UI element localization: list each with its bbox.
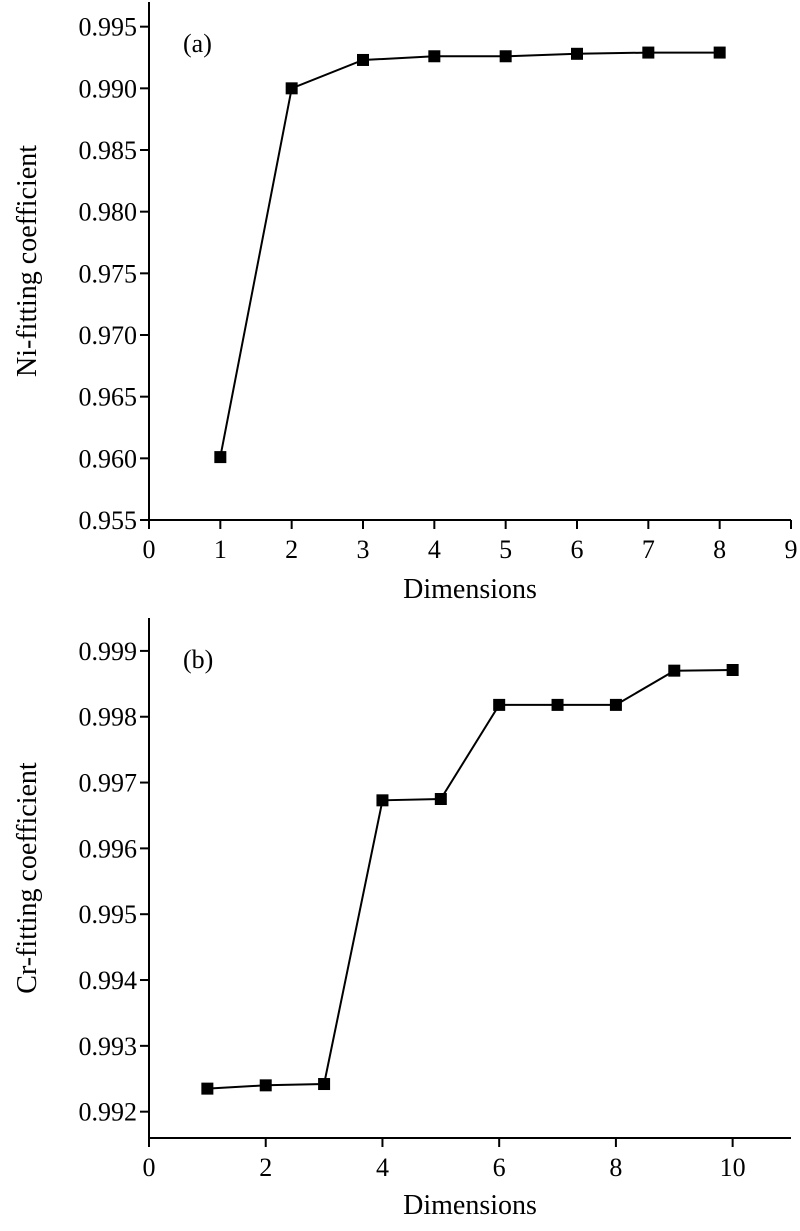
y-axis-title: Ni-fitting coefficient	[12, 145, 43, 377]
data-point	[726, 664, 739, 676]
data-point	[357, 53, 369, 66]
y-axis-title: Cr-fitting coefficient	[12, 762, 43, 994]
x-tick-label: 6	[493, 1153, 506, 1182]
panel-b: 0 2 4 6 8 10 0.992 0.993 0.994 0.995 0.996 0.997 0.9…	[12, 618, 791, 1221]
data-point	[668, 664, 681, 677]
x-tick-label: 9	[785, 535, 798, 564]
y-tick-label: 0.992	[79, 1098, 138, 1127]
data-point	[571, 47, 583, 60]
y-tick-label: 0.996	[79, 834, 138, 863]
data-point	[376, 794, 389, 807]
x-tick-label: 3	[357, 535, 370, 564]
y-tick-label: 0.975	[79, 259, 138, 288]
y-tick-label: 0.980	[79, 198, 138, 227]
x-tick-label: 0	[143, 1153, 156, 1182]
y-tick-label: 0.995	[79, 900, 138, 929]
data-point	[201, 1082, 214, 1095]
y-tick-label: 0.993	[79, 1032, 138, 1061]
series-line	[219, 51, 720, 458]
x-axis-title: Dimensions	[403, 574, 537, 605]
data-point	[318, 1078, 331, 1091]
data-point	[499, 50, 512, 63]
data-point	[642, 46, 655, 59]
x-tick-label: 2	[259, 1153, 272, 1182]
data-point	[493, 698, 506, 711]
data-point	[609, 698, 622, 711]
data-point	[713, 46, 726, 59]
panel-a: 0 1 2 3 4 5 6 7 8 9 0.955 0.960 0.965 0.970 0.975 0.980…	[12, 2, 798, 605]
y-tick-label: 0.965	[79, 383, 138, 412]
data-point	[214, 451, 227, 464]
x-tick-label: 8	[713, 535, 726, 564]
y-tick-label: 0.985	[79, 136, 138, 165]
x-tick-label: 0	[143, 535, 156, 564]
y-tick-label: 0.999	[79, 637, 138, 666]
y-tick-label: 0.960	[79, 444, 138, 473]
x-tick-label: 10	[720, 1153, 746, 1182]
y-tick-label: 0.990	[79, 74, 138, 103]
panel-label: (a)	[183, 29, 212, 58]
y-tick-label: 0.995	[79, 13, 138, 42]
x-tick-label: 5	[499, 535, 512, 564]
y-tick-label: 0.998	[79, 703, 138, 732]
y-tick-label: 0.994	[79, 966, 138, 995]
panel-label: (b)	[183, 645, 213, 674]
data-point	[551, 698, 564, 711]
data-point	[434, 793, 447, 806]
x-tick-label: 2	[285, 535, 298, 564]
x-tick-label: 4	[376, 1153, 389, 1182]
x-tick-label: 8	[609, 1153, 622, 1182]
x-tick-label: 1	[214, 535, 227, 564]
x-tick-label: 7	[642, 535, 655, 564]
data-point	[285, 82, 298, 95]
y-tick-label: 0.997	[79, 769, 138, 798]
series-line	[207, 669, 733, 1090]
data-point	[428, 50, 441, 63]
y-tick-label: 0.955	[79, 506, 138, 535]
x-tick-label: 6	[571, 535, 584, 564]
y-tick-label: 0.970	[79, 321, 138, 350]
x-axis-title: Dimensions	[403, 1190, 537, 1221]
data-point	[259, 1079, 272, 1092]
x-tick-label: 4	[428, 535, 441, 564]
